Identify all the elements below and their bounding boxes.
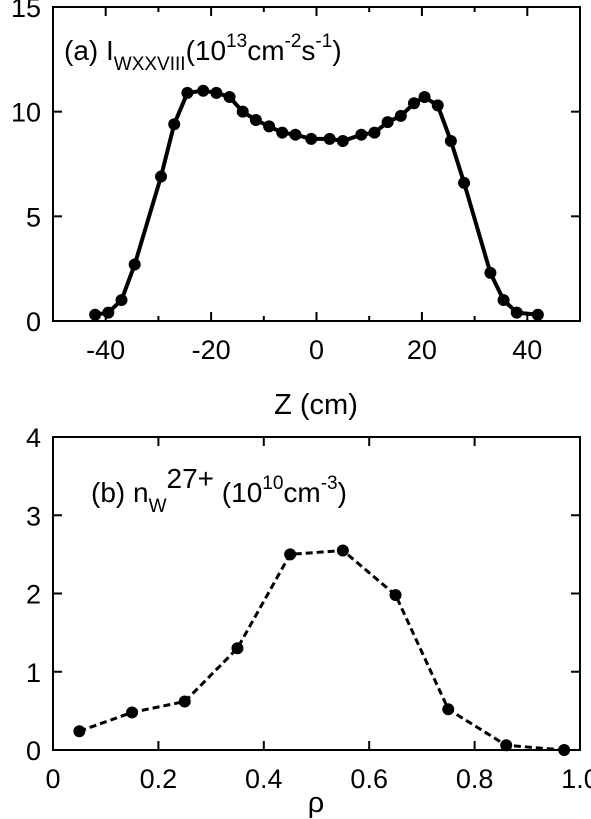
panel-b-label-close: ) xyxy=(338,477,347,508)
panel-a-data-point xyxy=(510,306,523,319)
panel-a-data-point xyxy=(181,86,194,99)
panel-b-xtick-label: 0.8 xyxy=(456,764,494,794)
panel-b-data-point xyxy=(231,642,244,655)
panel-b-label-exp1: 10 xyxy=(262,473,283,494)
panel-a-data-point xyxy=(155,170,168,183)
panel-b-xlabel: ρ xyxy=(308,787,325,819)
panel-a: -40 -20 0 20 40 0 5 10 15 (a) IWXXVIII(1013cm-2s… xyxy=(11,0,581,421)
panel-b-xtick-label: 0.6 xyxy=(350,764,388,794)
panel-a-label-unit: cm xyxy=(247,35,284,66)
panel-a-data-point xyxy=(249,114,262,127)
panel-a-ytick-label: 15 xyxy=(11,0,41,23)
panel-b-data-point xyxy=(178,695,191,708)
panel-a-data-point xyxy=(210,86,223,99)
panel-b-data-point xyxy=(284,548,297,561)
panel-b-xtick-label: 0.2 xyxy=(140,764,178,794)
panel-a-xtick-label: -20 xyxy=(192,335,231,365)
panel-a-label-subscript: WXXVIII xyxy=(114,54,186,75)
panel-a-data-point xyxy=(431,99,444,112)
panel-a-data-point xyxy=(458,176,471,189)
panel-b: 0 0.2 0.4 0.6 0.8 1.0 0 1 2 3 4 (b) nW27+ (1010cm-… xyxy=(26,423,591,819)
panel-a-ytick-label: 5 xyxy=(26,202,41,232)
panel-a-data-point xyxy=(497,294,510,307)
panel-a-data-point xyxy=(263,120,276,133)
panel-a-data-point xyxy=(407,97,420,110)
panel-a-label-exp1: 13 xyxy=(226,31,247,52)
panel-a-data-point xyxy=(394,109,407,122)
panel-a-data-point xyxy=(323,132,336,145)
panel-a-ticks: -40 -20 0 20 40 0 5 10 15 xyxy=(11,0,581,365)
panel-b-ytick-label: 2 xyxy=(26,580,41,610)
panel-a-data-point xyxy=(381,116,394,129)
panel-a-data-point xyxy=(197,84,210,97)
panel-b-data-point xyxy=(389,589,402,602)
panel-a-data-point xyxy=(484,266,497,279)
panel-a-data-point xyxy=(418,91,431,104)
panel-b-data-point xyxy=(73,725,86,738)
panel-a-data-point xyxy=(128,258,141,271)
panel-b-label-unit: cm xyxy=(283,477,320,508)
panel-a-data-point xyxy=(531,308,544,321)
panel-a-series xyxy=(89,84,544,321)
panel-b-label-subscript: W xyxy=(149,496,167,517)
panel-b-data-point xyxy=(558,744,571,756)
panel-a-ytick-label: 10 xyxy=(11,98,41,128)
panel-b-label-prefix: (b) n xyxy=(91,477,149,508)
panel-b-series-line xyxy=(78,549,565,752)
panel-a-label-exp2: -2 xyxy=(285,31,302,52)
panel-a-label-s: s xyxy=(301,35,315,66)
panel-b-xtick-label: 0 xyxy=(45,764,60,794)
panel-a-data-point xyxy=(355,128,368,141)
panel-a-xtick-label: 20 xyxy=(407,335,437,365)
panel-a-label-prefix: (a) I xyxy=(64,35,114,66)
panel-a-label-close: ) xyxy=(332,35,341,66)
panel-a-label-paren: (10 xyxy=(186,35,226,66)
panel-a-data-point xyxy=(168,118,181,131)
panel-a-data-point xyxy=(115,294,128,307)
panel-b-label-sup: 27+ xyxy=(167,463,215,494)
panel-b-ytick-label: 1 xyxy=(26,658,41,688)
panel-b-data-point xyxy=(126,706,139,719)
panel-a-label-exp3: -1 xyxy=(315,31,332,52)
panel-a-data-point xyxy=(368,126,381,139)
panel-a-data-point xyxy=(444,134,457,147)
panel-a-label: (a) IWXXVIII(1013cm-2s-1) xyxy=(64,31,342,75)
panel-a-data-point xyxy=(223,91,236,104)
panel-a-data-point xyxy=(289,128,302,141)
panel-b-data-point xyxy=(336,544,349,557)
panel-a-xlabel: Z (cm) xyxy=(274,389,358,421)
panel-a-data-point xyxy=(89,308,102,321)
panel-b-series xyxy=(73,544,571,756)
panel-b-data-point xyxy=(442,703,455,716)
panel-a-data-point xyxy=(276,126,289,139)
panel-b-ytick-label: 4 xyxy=(26,423,41,453)
panel-a-xtick-label: 0 xyxy=(309,335,324,365)
panel-b-data-point xyxy=(500,739,513,752)
panel-b-ytick-label: 3 xyxy=(26,501,41,531)
panel-a-data-point xyxy=(102,306,115,319)
panel-a-data-point xyxy=(236,105,249,118)
panel-b-label-paren: (10 xyxy=(214,477,262,508)
panel-a-ytick-label: 0 xyxy=(26,307,41,337)
panel-b-xtick-label: 0.4 xyxy=(245,764,283,794)
panel-a-data-point xyxy=(336,134,349,147)
panel-a-xtick-label: -40 xyxy=(86,335,125,365)
panel-a-xtick-label: 40 xyxy=(512,335,542,365)
panel-b-ytick-label: 0 xyxy=(26,736,41,766)
panel-b-label-exp2: -3 xyxy=(321,473,338,494)
panel-a-data-point xyxy=(305,132,318,145)
panel-b-ticks: 0 0.2 0.4 0.6 0.8 1.0 0 1 2 3 4 xyxy=(26,423,591,794)
panel-b-label: (b) nW27+ (1010cm-3) xyxy=(91,463,347,517)
panel-a-series-line xyxy=(94,88,538,317)
panel-b-xtick-label: 1.0 xyxy=(561,764,591,794)
